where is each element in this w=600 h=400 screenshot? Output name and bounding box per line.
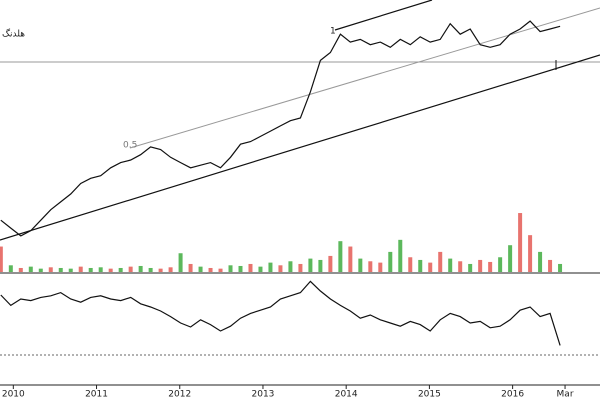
volume-bar: [158, 268, 163, 272]
chart-title: هلدنگ: [2, 28, 25, 40]
volume-bar: [548, 259, 553, 272]
x-tick-label: 2016: [501, 390, 524, 400]
volume-bar: [298, 263, 303, 272]
volume-bar: [18, 267, 23, 272]
volume-bar: [258, 266, 263, 272]
volume-bar: [328, 255, 333, 272]
trend-line: [0, 54, 600, 241]
volume-bar: [378, 262, 383, 272]
volume-bar: [168, 267, 173, 272]
trend-line: [129, 7, 600, 149]
volume-bar: [558, 263, 563, 272]
volume-bar: [468, 263, 473, 272]
volume-bar: [438, 251, 443, 272]
volume-bar: [268, 262, 273, 272]
volume-bar: [278, 265, 283, 272]
volume-bar: [138, 265, 143, 272]
volume-bar: [108, 268, 113, 272]
volume-bar: [148, 267, 153, 272]
volume-bar: [408, 257, 413, 272]
volume-bar: [518, 213, 523, 272]
volume-bar: [68, 268, 73, 272]
volume-bar: [118, 267, 123, 272]
x-tick-label: 2012: [168, 390, 191, 400]
volume-bar: [188, 263, 193, 272]
volume-bar: [218, 268, 223, 272]
volume-bar: [58, 267, 63, 272]
annotation: 0.5: [123, 141, 137, 151]
volume-bar: [28, 266, 33, 272]
volume-bar: [308, 258, 313, 272]
volume-bar: [198, 266, 203, 272]
volume-bar: [368, 261, 373, 272]
volume-bar: [8, 265, 13, 272]
volume-bar: [498, 257, 503, 272]
volume-bar: [398, 239, 403, 272]
x-tick-label: 2010: [2, 390, 25, 400]
volume-bar: [78, 266, 83, 272]
x-tick-label: 2013: [252, 390, 275, 400]
volume-bar: [418, 259, 423, 272]
volume-bar: [98, 267, 103, 272]
price-line: [0, 20, 561, 237]
x-tick-label: 2011: [85, 390, 108, 400]
x-tick-label: Mar: [557, 390, 574, 400]
volume-bar: [318, 259, 323, 272]
volume-bar: [338, 241, 343, 272]
volume-bar: [348, 246, 353, 272]
volume-bar: [458, 261, 463, 272]
volume-bar: [508, 245, 513, 272]
x-tick-label: 2015: [418, 390, 441, 400]
volume-bar: [538, 251, 543, 272]
volume-bar: [428, 262, 433, 272]
volume-bar: [0, 246, 3, 272]
annotation: 1: [330, 27, 336, 37]
volume-bar: [88, 267, 93, 272]
volume-bar: [528, 235, 533, 272]
volume-bar: [128, 266, 133, 272]
trend-line: [334, 0, 433, 31]
volume-bar: [358, 258, 363, 272]
volume-bar: [238, 265, 243, 272]
volume-bar: [178, 253, 183, 272]
volume-bar: [488, 261, 493, 272]
price-line: [0, 280, 561, 346]
volume-bar: [228, 265, 233, 272]
volume-bar: [288, 261, 293, 272]
volume-bar: [478, 259, 483, 272]
volume-bar: [208, 267, 213, 272]
volume-bar: [38, 268, 43, 272]
volume-bar: [48, 267, 53, 272]
volume-bar: [388, 251, 393, 272]
volume-bar: [248, 263, 253, 272]
x-tick-label: 2014: [335, 390, 358, 400]
volume-bar: [448, 258, 453, 272]
